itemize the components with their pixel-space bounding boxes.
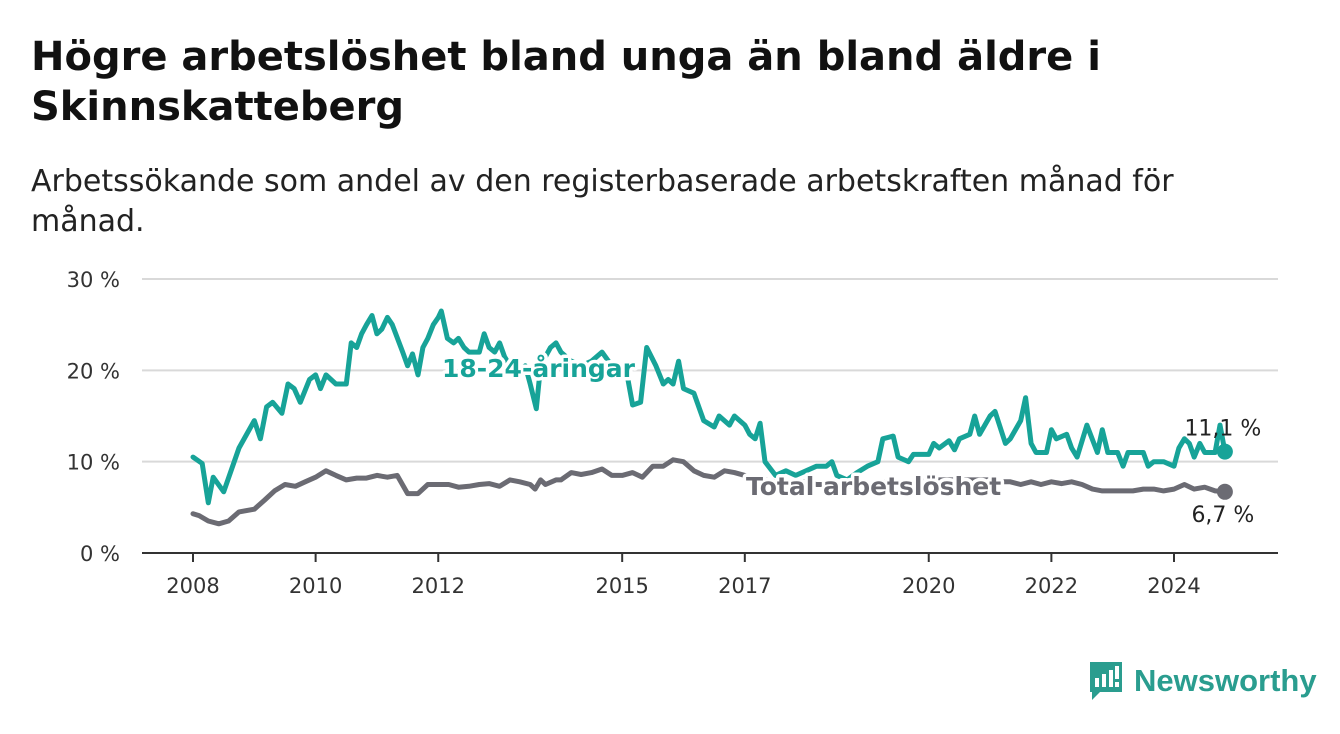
y-grid: 0 % 10 % 20 % 30 % xyxy=(67,268,1278,566)
chart-title: Högre arbetslöshet bland unga än bland ä… xyxy=(31,34,1101,130)
x-tick-label: 2012 xyxy=(412,574,465,598)
series-lines xyxy=(190,308,1233,527)
series-end-label: 11,1 % xyxy=(1184,417,1261,442)
x-tick-label: 2024 xyxy=(1147,574,1200,598)
x-tick-label: 2017 xyxy=(718,574,771,598)
series-line xyxy=(190,308,1228,506)
series-line xyxy=(190,457,1228,527)
line-chart: 0 % 10 % 20 % 30 % 2008 2010 2012 2015 2017 2020… xyxy=(67,268,1278,598)
x-tick-label: 2022 xyxy=(1025,574,1078,598)
series-end-point xyxy=(1216,483,1233,500)
y-tick-label: 0 % xyxy=(80,542,120,566)
series-labels: 11,1 % 6,7 % 18-24-åringar Total arbetslösh… xyxy=(439,351,1262,528)
newsworthy-logo-icon xyxy=(1090,662,1122,700)
x-tick-label: 2010 xyxy=(289,574,342,598)
x-tick-label: 2008 xyxy=(166,574,219,598)
y-tick-label: 30 % xyxy=(67,268,120,292)
x-axis: 2008 2010 2012 2015 2017 2020 2022 2024 xyxy=(142,552,1278,598)
brand-name: Newsworthy xyxy=(1134,663,1317,698)
y-tick-label: 10 % xyxy=(67,451,120,475)
newsworthy-logo: Newsworthy xyxy=(1088,660,1317,702)
series-name-label: Total arbetslöshet xyxy=(746,472,1001,501)
x-tick-label: 2020 xyxy=(902,574,955,598)
x-tick-label: 2015 xyxy=(595,574,648,598)
series-end-point xyxy=(1216,443,1233,460)
series-name-label: 18-24-åringar xyxy=(442,354,636,383)
chart-subtitle: Arbetssökande som andel av den registerb… xyxy=(31,164,1174,239)
series-end-label: 6,7 % xyxy=(1191,503,1254,528)
y-tick-label: 20 % xyxy=(67,359,120,383)
